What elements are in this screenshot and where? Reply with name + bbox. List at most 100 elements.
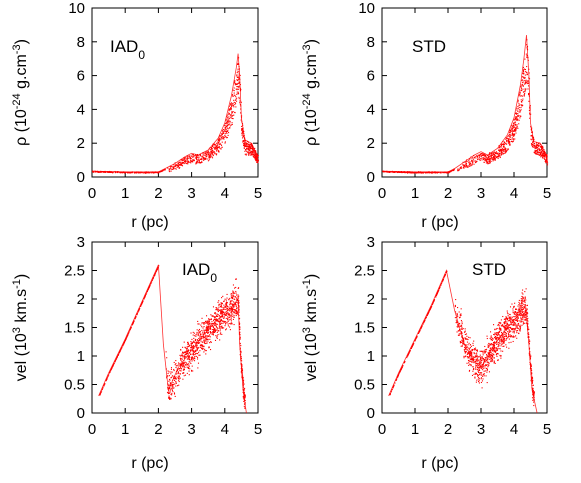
data-point <box>461 328 463 330</box>
data-point <box>493 344 496 346</box>
data-point <box>513 130 515 132</box>
data-point <box>228 313 230 315</box>
data-point <box>209 325 211 327</box>
data-point <box>513 313 515 315</box>
data-point <box>502 150 505 152</box>
data-point <box>422 323 424 325</box>
data-point <box>510 135 512 137</box>
data-point <box>197 367 199 369</box>
data-point <box>214 328 216 330</box>
data-point <box>179 377 181 379</box>
data-point <box>183 157 185 159</box>
data-point <box>226 126 228 128</box>
data-point <box>209 334 211 336</box>
data-point <box>530 368 532 370</box>
data-point <box>523 307 526 309</box>
data-point <box>217 334 219 336</box>
data-point <box>169 391 171 393</box>
data-point <box>218 300 220 302</box>
data-point <box>226 120 228 122</box>
data-point <box>515 112 517 115</box>
data-point <box>390 391 392 393</box>
profile-line <box>381 34 548 173</box>
data-point <box>483 350 485 352</box>
data-point <box>460 331 463 333</box>
data-point <box>182 162 184 164</box>
data-point <box>218 143 220 145</box>
data-point <box>496 332 498 334</box>
data-point <box>511 137 513 139</box>
data-point <box>208 157 211 159</box>
data-point <box>534 151 536 153</box>
data-point <box>172 166 174 168</box>
data-point <box>217 313 219 316</box>
data-point <box>519 321 521 323</box>
data-point <box>521 314 523 316</box>
data-point <box>495 353 497 355</box>
data-point <box>535 146 538 148</box>
data-point <box>180 355 182 357</box>
data-point <box>230 320 232 322</box>
data-point <box>520 89 522 91</box>
data-point <box>206 158 208 160</box>
data-point <box>191 357 193 359</box>
data-point <box>477 363 479 365</box>
data-point <box>464 351 466 353</box>
data-point <box>539 149 541 151</box>
data-point <box>128 171 130 174</box>
data-point <box>231 112 233 114</box>
data-point <box>233 324 235 326</box>
data-point <box>222 317 225 319</box>
data-point <box>191 346 193 348</box>
data-point <box>486 369 488 372</box>
data-point <box>505 335 508 337</box>
data-point <box>524 68 527 71</box>
data-point <box>495 151 497 153</box>
data-point <box>546 160 548 162</box>
data-point <box>225 312 228 314</box>
data-point <box>238 88 240 90</box>
data-point <box>168 380 170 382</box>
data-point <box>251 154 253 156</box>
data-point <box>239 331 241 333</box>
data-point <box>457 323 459 326</box>
data-point <box>505 137 507 139</box>
data-point <box>415 172 417 174</box>
data-point <box>484 155 486 157</box>
data-point <box>236 75 238 77</box>
data-point <box>505 332 508 334</box>
data-point <box>239 326 241 328</box>
data-point <box>510 341 512 343</box>
panel-annotation: IAD0 <box>182 260 217 285</box>
data-point <box>206 331 208 334</box>
data-point <box>226 132 228 134</box>
data-point <box>190 340 192 343</box>
data-point <box>221 141 223 143</box>
data-point <box>197 162 199 164</box>
data-point <box>199 335 201 337</box>
data-point <box>230 296 233 298</box>
data-point <box>240 371 242 373</box>
data-point <box>459 329 461 331</box>
data-point <box>483 153 485 156</box>
data-point <box>229 300 232 302</box>
profile-line <box>98 264 247 414</box>
data-point <box>462 164 464 166</box>
data-point <box>473 348 476 350</box>
data-point <box>220 148 222 150</box>
data-point <box>491 357 493 359</box>
x-axis-label: r (pc) <box>131 455 168 472</box>
data-point <box>213 324 216 326</box>
x-axis-label: r (pc) <box>131 214 168 231</box>
data-point <box>231 322 233 324</box>
data-point <box>149 285 151 287</box>
data-point <box>191 343 193 345</box>
data-point <box>129 328 131 330</box>
data-point <box>193 346 195 348</box>
data-point <box>226 123 228 125</box>
data-point <box>454 305 456 308</box>
data-point <box>195 334 197 336</box>
data-point <box>480 372 482 374</box>
data-point <box>216 145 218 147</box>
data-point <box>235 106 237 108</box>
